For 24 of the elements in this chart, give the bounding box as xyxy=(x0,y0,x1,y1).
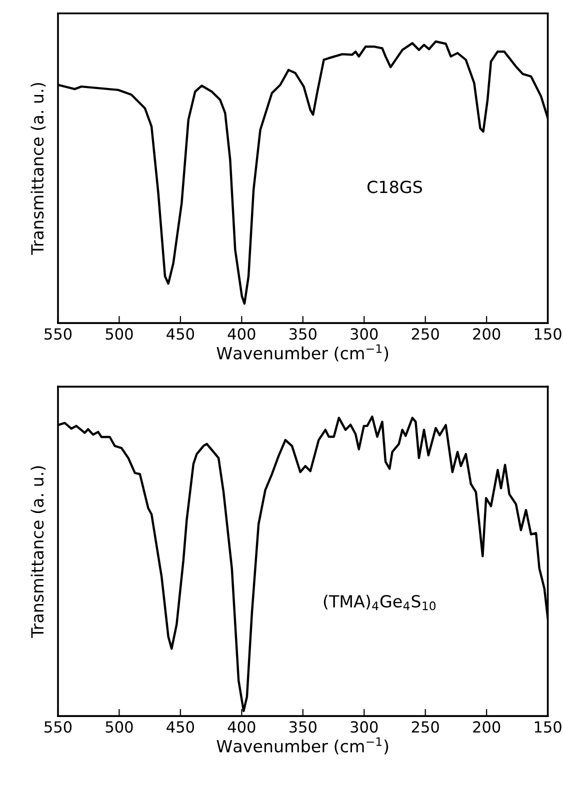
x-tick-label: 550 xyxy=(44,721,72,733)
x-axis-title: Wavenumber (cm$^{−1}$) xyxy=(216,344,388,362)
x-tick-label: 300 xyxy=(350,328,378,340)
x-tick-label: 150 xyxy=(534,328,562,340)
annotation: (TMA)$_{4}$Ge$_{4}$S$_{10}$ xyxy=(324,594,436,610)
x-tick-label: 350 xyxy=(289,328,316,340)
y-axis-title: Transmittance (a. u.) xyxy=(30,466,46,638)
x-tick-label: 200 xyxy=(473,328,500,340)
x-tick-label: 250 xyxy=(412,721,439,733)
x-tick-label: 400 xyxy=(228,721,256,733)
x-tick-label: 550 xyxy=(44,328,72,340)
x-tick-label: 450 xyxy=(166,328,194,340)
x-tick-label: 500 xyxy=(106,721,133,733)
x-axis-title: Wavenumber (cm$^{−1}$) xyxy=(216,737,388,754)
annotation: C18GS xyxy=(368,180,422,194)
x-tick-label: 300 xyxy=(350,721,378,733)
y-axis-title: Transmittance (a. u.) xyxy=(30,83,46,255)
x-tick-label: 400 xyxy=(228,328,256,340)
x-tick-label: 250 xyxy=(412,328,439,340)
x-tick-label: 350 xyxy=(289,721,316,733)
x-tick-label: 200 xyxy=(473,721,500,733)
x-tick-label: 450 xyxy=(166,721,194,733)
x-tick-label: 500 xyxy=(106,328,133,340)
x-tick-label: 150 xyxy=(534,721,562,733)
